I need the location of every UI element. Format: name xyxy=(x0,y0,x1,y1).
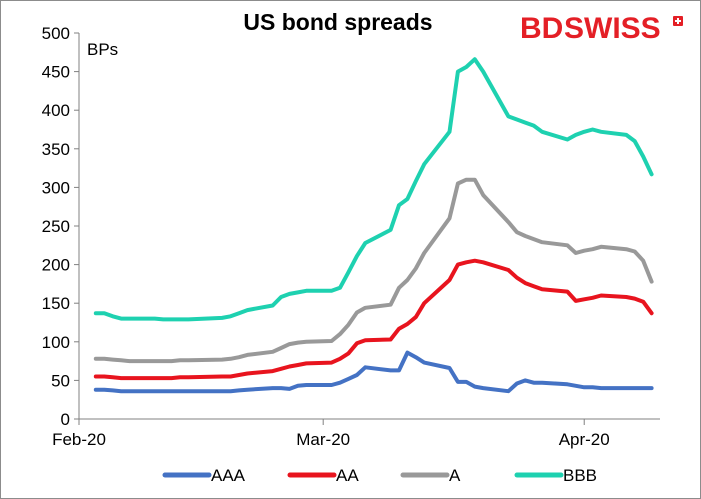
series-line-bbb xyxy=(93,57,654,322)
logo-plus-icon xyxy=(673,16,683,26)
y-tick-label: 350 xyxy=(42,140,70,159)
series-layer xyxy=(93,57,654,394)
x-tick-label: Apr-20 xyxy=(559,430,610,449)
y-tick-label: 450 xyxy=(42,63,70,82)
chart-title: US bond spreads xyxy=(243,9,432,35)
y-tick-label: 200 xyxy=(42,256,70,275)
legend-label-a: A xyxy=(449,466,461,485)
series-line-a xyxy=(93,177,654,364)
logo-text-swiss: SWISS xyxy=(564,12,661,45)
y-tick-label: 0 xyxy=(61,410,70,429)
y-tick-label: 500 xyxy=(42,24,70,43)
y-unit-label: BPs xyxy=(87,40,118,59)
y-tick-label: 400 xyxy=(42,101,70,120)
axes: 0 50 100 150 200 250 300 350 400 450 500 Feb-20 Mar-… xyxy=(42,24,660,449)
legend-label-aa: AA xyxy=(336,466,359,485)
x-tick-label: Feb-20 xyxy=(52,430,106,449)
y-tick-label: 300 xyxy=(42,178,70,197)
y-tick-label: 150 xyxy=(42,294,70,313)
series-line-aaa xyxy=(93,350,654,394)
y-tick-label: 250 xyxy=(42,217,70,236)
legend-label-aaa: AAA xyxy=(211,466,246,485)
legend-label-bbb: BBB xyxy=(563,466,597,485)
x-tick-label: Mar-20 xyxy=(296,430,350,449)
y-tick-label: 50 xyxy=(51,371,70,390)
legend: AAA AA A BBB xyxy=(162,466,597,485)
logo-text-bd: BD xyxy=(520,12,563,45)
y-tick-label: 100 xyxy=(42,333,70,352)
series-line-aa xyxy=(93,258,654,381)
bdswiss-logo: BD SWISS xyxy=(520,12,683,45)
